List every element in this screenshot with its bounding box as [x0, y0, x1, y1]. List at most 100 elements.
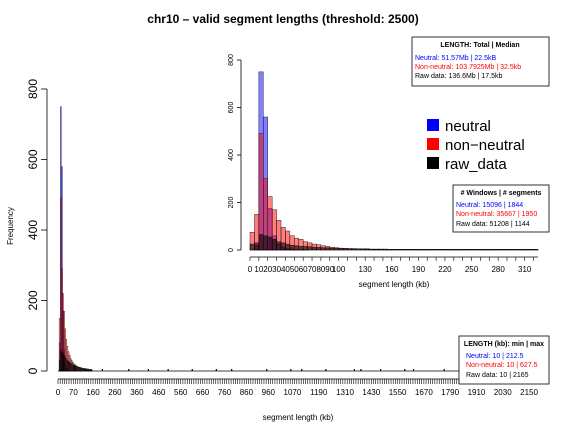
inset-bar-raw-data-46 — [453, 249, 459, 251]
inset-bar-raw-data-14 — [311, 246, 317, 251]
stats-box-windows-segments: # Windows | # segments Neutral: 15096 | … — [452, 184, 550, 233]
main-y-tick-label-4: 800 — [26, 79, 40, 99]
main-x-tick-label-19: 2030 — [494, 388, 512, 397]
main-y-tick-label-0: 0 — [26, 367, 40, 374]
inset-bars — [249, 71, 539, 251]
inset-bar-raw-data-13 — [307, 246, 313, 251]
inset-bar-raw-data-56 — [497, 249, 503, 251]
main-bar-raw-tail-12 — [360, 369, 362, 371]
main-y-tick-label-1: 200 — [26, 290, 40, 310]
main-x-axis-label: segment length (kb) — [263, 413, 334, 422]
inset-x-tick-label-2: 20 — [263, 265, 272, 274]
main-bar-raw-tail-2 — [147, 369, 150, 371]
stats-box-minmax-non-neutral: Non-neutral: 10 | 627.5 — [466, 362, 538, 369]
inset-bar-raw-data-19 — [333, 247, 339, 251]
legend: neutral non−neutral raw_data — [427, 118, 525, 173]
inset-bar-raw-data-3 — [263, 235, 268, 251]
stats-box-minmax-frame — [458, 335, 550, 385]
main-x-tick-label-1: 70 — [69, 388, 78, 397]
stats-box-windows-raw: Raw data: 51208 | 1144 — [456, 221, 530, 228]
main-bar-raw-tail-0 — [101, 369, 104, 371]
main-bar-raw-tail-14 — [404, 369, 406, 371]
main-bar-raw-tail-5 — [215, 369, 217, 371]
main-x-tick-label-10: 960 — [262, 388, 276, 397]
inset-x-tick-label-14: 220 — [438, 265, 452, 274]
inset-x-tick-label-8: 80 — [316, 265, 325, 274]
inset-bar-raw-data-57 — [502, 249, 508, 251]
inset-x-tick-label-5: 50 — [290, 265, 299, 274]
main-x-tick-label-15: 1550 — [389, 388, 407, 397]
inset-bar-raw-data-37 — [413, 249, 419, 251]
main-x-tick-label-14: 1430 — [362, 388, 380, 397]
inset-bar-raw-data-18 — [329, 247, 335, 251]
inset-bar-raw-data-33 — [396, 249, 401, 251]
inset-bar-raw-data-55 — [493, 249, 499, 251]
main-x-tick-label-11: 1070 — [284, 388, 302, 397]
inset-bar-raw-data-15 — [316, 247, 322, 251]
legend-label-non-neutral: non−neutral — [445, 137, 525, 154]
inset-bar-raw-data-5 — [271, 239, 277, 251]
main-bar-raw-tail-3 — [167, 369, 169, 371]
inset-bar-raw-data-54 — [489, 249, 494, 251]
stats-box-total-raw: Raw data: 136.6Mb | 17.5kb — [415, 73, 503, 80]
inset-bar-raw-data-11 — [298, 245, 304, 251]
inset-bar-raw-data-58 — [506, 249, 512, 251]
inset-bar-raw-data-12 — [302, 246, 308, 251]
main-x-tick-label-20: 2150 — [520, 388, 538, 397]
inset-x-tick-label-3: 30 — [272, 265, 281, 274]
inset-bar-raw-data-47 — [458, 249, 463, 251]
inset-bar-non-neutral-2 — [258, 133, 264, 251]
stats-box-total-median: LENGTH: Total | Median Neutral: 51.57Mb … — [411, 36, 550, 87]
inset-x-tick-label-16: 280 — [491, 265, 505, 274]
inset-x-tick-label-9: 90 — [325, 265, 334, 274]
stats-box-minmax-neutral: Neutral: 10 | 212.5 — [466, 353, 524, 360]
stats-box-windows-frame — [452, 184, 550, 233]
inset-bar-raw-data-29 — [378, 248, 384, 251]
stats-box-total-neutral: Neutral: 51.57Mb | 22.5kB — [415, 55, 497, 62]
stats-box-windows-non-neutral: Non-neutral: 35667 | 1950 — [456, 211, 537, 218]
inset-x-tick-label-12: 160 — [385, 265, 399, 274]
inset-bar-raw-data-10 — [294, 245, 299, 251]
inset-bar-raw-data-34 — [400, 249, 406, 251]
inset-bar-raw-data-38 — [418, 249, 424, 251]
stats-box-total-non-neutral: Non-neutral: 103.7925Mb | 32.5kb — [415, 64, 521, 71]
legend-item-neutral: neutral — [427, 118, 491, 135]
inset-x-tick-label-0: 0 — [248, 265, 253, 274]
inset-bar-raw-data-9 — [289, 245, 295, 251]
inset-bar-raw-data-23 — [351, 248, 357, 251]
main-bar-raw-tail-15 — [412, 369, 415, 371]
inset-bar-raw-data-2 — [258, 234, 264, 251]
inset-bar-raw-data-22 — [347, 248, 353, 251]
inset-x-tick-label-15: 250 — [465, 265, 479, 274]
inset-x-tick-label-1: 10 — [254, 265, 263, 274]
chart-title: chr10 – valid segment lengths (threshold… — [147, 12, 418, 26]
main-x-tick-label-17: 1790 — [441, 388, 459, 397]
inset-y-tick-label-0: 0 — [228, 248, 235, 252]
inset-bar-raw-data-44 — [444, 249, 450, 251]
main-x-tick-label-8: 760 — [218, 388, 232, 397]
inset-bar-raw-data-51 — [475, 249, 481, 251]
inset-y-tick-label-4: 800 — [228, 54, 235, 66]
main-x-tick-label-16: 1670 — [415, 388, 433, 397]
main-x-tick-label-12: 1190 — [310, 388, 328, 397]
inset-y-tick-label-1: 200 — [228, 197, 235, 209]
legend-item-non-neutral: non−neutral — [427, 137, 525, 154]
inset-bar-raw-data-42 — [435, 249, 441, 251]
stats-box-total-frame — [411, 36, 550, 87]
inset-bar-raw-data-61 — [520, 249, 525, 251]
legend-swatch-raw-data — [427, 157, 439, 169]
inset-bar-raw-data-52 — [480, 249, 486, 251]
main-bar-raw-tail-8 — [290, 369, 292, 371]
inset-bar-raw-data-36 — [409, 249, 415, 251]
inset-bar-raw-data-16 — [320, 247, 326, 251]
inset-y-tick-label-3: 600 — [228, 102, 235, 114]
inset-x-tick-label-13: 190 — [412, 265, 426, 274]
inset-x-tick-label-7: 70 — [308, 265, 317, 274]
main-bar-raw-tail-6 — [231, 369, 233, 371]
stats-box-min-max: LENGTH (kb): min | max Neutral: 10 | 212… — [458, 335, 550, 385]
inset-x-tick-label-17: 310 — [518, 265, 532, 274]
inset-bar-raw-data-21 — [342, 248, 348, 251]
inset-bar-raw-data-24 — [356, 248, 361, 251]
